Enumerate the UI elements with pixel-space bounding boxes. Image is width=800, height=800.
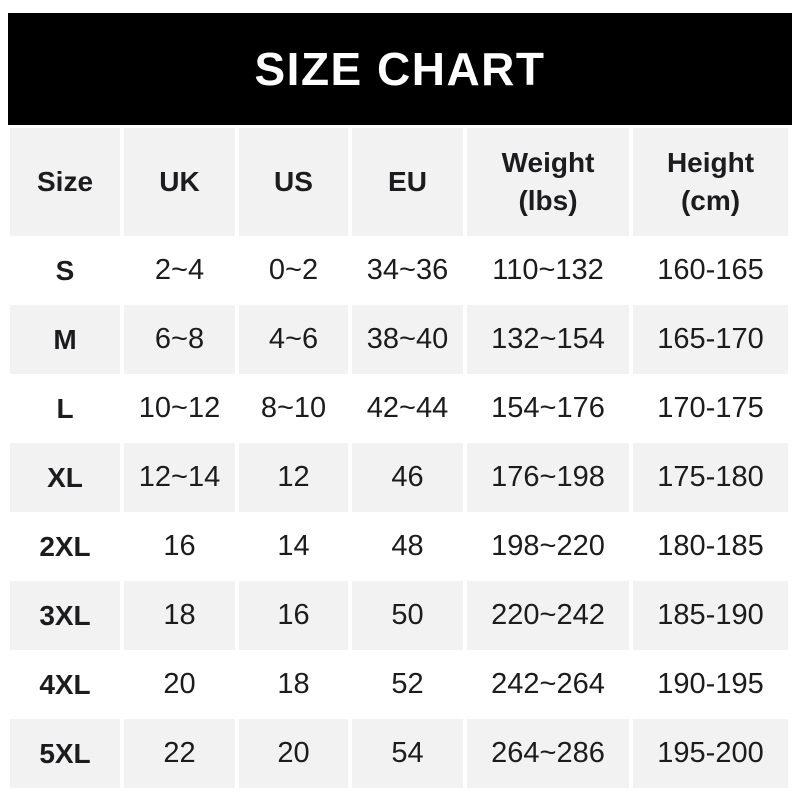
column-header-label: US: [274, 166, 313, 198]
page-title: SIZE CHART: [254, 43, 546, 95]
row-label-3xl: 3XL: [10, 581, 120, 650]
cell-m-us: 4~6: [239, 305, 348, 374]
cell-xl-eu: 46: [352, 443, 463, 512]
column-header-height: Height (cm): [633, 128, 788, 236]
cell-xl-uk: 12~14: [124, 443, 235, 512]
cell-m-eu: 38~40: [352, 305, 463, 374]
cell-xl-us: 12: [239, 443, 348, 512]
cell-4xl-eu: 52: [352, 650, 463, 719]
cell-3xl-uk: 18: [124, 581, 235, 650]
cell-2xl-eu: 48: [352, 512, 463, 581]
cell-5xl-uk: 22: [124, 719, 235, 788]
cell-m-weight: 132~154: [467, 305, 629, 374]
cell-2xl-us: 14: [239, 512, 348, 581]
title-bar: SIZE CHART: [8, 13, 792, 125]
cell-2xl-uk: 16: [124, 512, 235, 581]
column-header-weight: Weight (lbs): [467, 128, 629, 236]
row-label-xl: XL: [10, 443, 120, 512]
row-label-5xl: 5XL: [10, 719, 120, 788]
cell-3xl-eu: 50: [352, 581, 463, 650]
cell-4xl-weight: 242~264: [467, 650, 629, 719]
cell-4xl-us: 18: [239, 650, 348, 719]
row-label-s: S: [10, 236, 120, 305]
cell-s-weight: 110~132: [467, 236, 629, 305]
cell-5xl-weight: 264~286: [467, 719, 629, 788]
cell-3xl-height: 185-190: [633, 581, 788, 650]
cell-5xl-eu: 54: [352, 719, 463, 788]
cell-s-uk: 2~4: [124, 236, 235, 305]
cell-s-us: 0~2: [239, 236, 348, 305]
cell-l-weight: 154~176: [467, 374, 629, 443]
cell-l-us: 8~10: [239, 374, 348, 443]
cell-4xl-uk: 20: [124, 650, 235, 719]
cell-3xl-weight: 220~242: [467, 581, 629, 650]
column-header-label: UK: [159, 166, 200, 198]
column-header-us: US: [239, 128, 348, 236]
cell-s-eu: 34~36: [352, 236, 463, 305]
column-header-sublabel: (cm): [680, 185, 741, 216]
cell-l-height: 170-175: [633, 374, 788, 443]
cell-s-height: 160-165: [633, 236, 788, 305]
column-header-label: Height: [666, 147, 755, 179]
column-header-eu: EU: [352, 128, 463, 236]
cell-l-uk: 10~12: [124, 374, 235, 443]
column-header-label: EU: [388, 166, 427, 198]
cell-m-height: 165-170: [633, 305, 788, 374]
row-label-m: M: [10, 305, 120, 374]
size-table: Size UK US EU Weight (lbs) Height (cm) S…: [10, 128, 788, 788]
column-header-label: Size: [36, 166, 94, 198]
cell-4xl-height: 190-195: [633, 650, 788, 719]
cell-2xl-height: 180-185: [633, 512, 788, 581]
cell-m-uk: 6~8: [124, 305, 235, 374]
cell-xl-height: 175-180: [633, 443, 788, 512]
cell-5xl-height: 195-200: [633, 719, 788, 788]
cell-5xl-us: 20: [239, 719, 348, 788]
row-label-4xl: 4XL: [10, 650, 120, 719]
cell-2xl-weight: 198~220: [467, 512, 629, 581]
cell-xl-weight: 176~198: [467, 443, 629, 512]
row-label-l: L: [10, 374, 120, 443]
column-header-label: Weight: [501, 147, 595, 179]
column-header-sublabel: (lbs): [518, 185, 578, 216]
cell-l-eu: 42~44: [352, 374, 463, 443]
row-label-2xl: 2XL: [10, 512, 120, 581]
column-header-uk: UK: [124, 128, 235, 236]
column-header-size: Size: [10, 128, 120, 236]
cell-3xl-us: 16: [239, 581, 348, 650]
